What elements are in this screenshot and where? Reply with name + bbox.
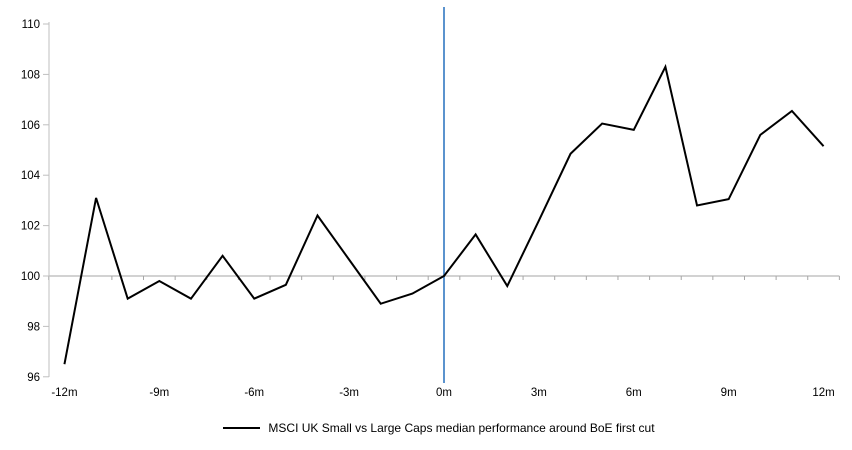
x-axis-label: 0m: [436, 387, 452, 399]
data-series-line: [63, 63, 825, 365]
x-axis-label: -6m: [244, 387, 264, 399]
x-axis-label: -3m: [339, 387, 359, 399]
y-axis-label: 96: [27, 372, 40, 384]
y-axis-label: 98: [27, 321, 40, 333]
chart-plot-area: 96 98 100 102 104 106 108 110 -12m -9m -6m -3m 0m 3m 6…: [21, 7, 840, 399]
y-axis-label: 110: [22, 19, 40, 31]
y-axis-label: 106: [21, 120, 40, 132]
legend-line-sample: [223, 427, 261, 429]
x-axis-label: 6m: [626, 387, 642, 399]
x-axis-label: 9m: [721, 387, 737, 399]
x-axis-label: -9m: [149, 387, 169, 399]
y-axis-label: 102: [21, 221, 40, 233]
x-axis-label: 3m: [531, 387, 547, 399]
legend-series-label: MSCI UK Small vs Large Caps median perfo…: [268, 421, 655, 435]
y-axis-label: 108: [21, 69, 40, 81]
x-axis-label: -12m: [51, 387, 77, 399]
y-axis-label: 104: [21, 170, 41, 182]
x-axis-label: 12m: [812, 387, 834, 399]
y-axis-label: 100: [21, 271, 40, 283]
chart-legend: MSCI UK Small vs Large Caps median perfo…: [0, 419, 852, 437]
